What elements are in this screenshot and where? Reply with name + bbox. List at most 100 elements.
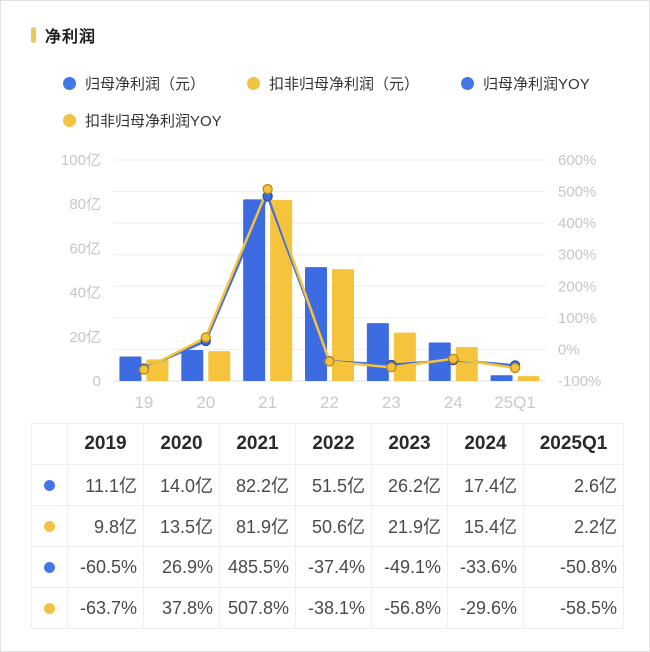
table-cell: -63.7%: [67, 587, 144, 629]
table-header-marker-cell: [31, 423, 68, 465]
legend-dot-icon: [247, 77, 261, 90]
chart-legend-row-1: 归母净利润（元） 扣非归母净利润（元） 归母净利润YOY: [63, 73, 649, 94]
table-header-cell: 2022: [295, 423, 372, 465]
legend-label: 扣非归母净利润YOY: [85, 113, 222, 130]
chart-legend-row-2: 扣非归母净利润YOY: [63, 110, 649, 131]
table-cell: 50.6亿: [295, 505, 372, 547]
y-axis-left-label: 0: [93, 373, 101, 390]
row-marker-cell: [31, 505, 68, 547]
table-cell: 485.5%: [219, 546, 296, 588]
row-marker-dot-icon: [44, 562, 55, 574]
y-axis-right-label: 300%: [558, 247, 596, 264]
deducted-net-profit-yoy-point: [386, 362, 397, 373]
table-cell: 2.2亿: [523, 505, 624, 547]
row-marker-cell: [31, 546, 68, 588]
x-axis-label: 23: [382, 393, 401, 412]
deducted-net-profit-yoy-point: [262, 183, 273, 195]
table-cell: 9.8亿: [67, 505, 144, 547]
table-cell: -50.8%: [523, 546, 624, 588]
y-axis-right-label: 100%: [558, 310, 596, 327]
net-profit-bar: [181, 350, 204, 381]
table-header-cell: 2021: [219, 423, 296, 465]
table-cell: 17.4亿: [447, 464, 524, 506]
table-cell: 81.9亿: [219, 505, 296, 547]
legend-item[interactable]: 扣非归母净利润YOY: [63, 110, 222, 131]
table-cell: -37.4%: [295, 546, 372, 588]
table-cell: 37.8%: [143, 587, 220, 629]
deducted-net-profit-bar: [332, 269, 354, 381]
x-axis-label: 21: [258, 393, 277, 412]
deducted-net-profit-bar: [208, 351, 231, 381]
deducted-net-profit-yoy-point: [324, 356, 335, 367]
table-cell: 13.5亿: [143, 505, 220, 547]
row-marker-cell: [31, 587, 68, 629]
deducted-net-profit-bar: [393, 332, 416, 381]
table-cell: 51.5亿: [295, 464, 372, 506]
deducted-net-profit-yoy-point: [509, 362, 521, 374]
legend-item[interactable]: 归母净利润YOY: [461, 73, 590, 94]
table-cell: 82.2亿: [219, 464, 296, 506]
y-axis-right-label: 600%: [558, 152, 596, 169]
table-header-row: 2019 2020 2021 2022 2023 2024 2025Q1: [31, 423, 624, 465]
x-axis-label: 20: [196, 393, 215, 412]
profit-chart: 100亿80亿60亿40亿20亿0600%500%400%300%200%100…: [61, 152, 601, 412]
table-cell: 26.9%: [143, 546, 220, 588]
table-cell: 507.8%: [219, 587, 296, 629]
legend-dot-icon: [461, 77, 475, 90]
deducted-net-profit-yoy-point: [448, 353, 459, 364]
net-profit-bar: [366, 323, 389, 381]
row-marker-cell: [31, 464, 68, 506]
legend-label: 扣非归母净利润（元）: [269, 76, 420, 93]
table-cell: 21.9亿: [371, 505, 448, 547]
legend-dot-icon: [63, 114, 76, 127]
y-axis-right-label: 400%: [558, 215, 596, 232]
y-axis-left-label: 100亿: [61, 152, 101, 169]
table-cell: -49.1%: [371, 546, 448, 588]
row-marker-dot-icon: [44, 521, 55, 533]
y-axis-left-label: 80亿: [69, 196, 101, 213]
legend-dot-icon: [63, 77, 76, 90]
table-cell: 2.6亿: [523, 464, 624, 506]
y-axis-left-label: 20亿: [69, 329, 101, 346]
row-marker-dot-icon: [44, 603, 55, 615]
table-cell: -58.5%: [523, 587, 624, 629]
table-row: -63.7% 37.8% 507.8% -38.1% -56.8% -29.6% -58.5…: [31, 587, 624, 629]
net-profit-bar: [243, 199, 266, 381]
table-cell: -60.5%: [67, 546, 144, 588]
y-axis-left-label: 40亿: [69, 285, 101, 302]
deducted-net-profit-yoy-point: [200, 332, 211, 343]
table-cell: -29.6%: [447, 587, 524, 629]
x-axis-label: 25Q1: [494, 393, 536, 412]
row-marker-dot-icon: [44, 480, 55, 492]
table-row: -60.5% 26.9% 485.5% -37.4% -49.1% -33.6% -50.8…: [31, 546, 624, 588]
table-cell: 26.2亿: [371, 464, 448, 506]
table-row: 11.1亿 14.0亿 82.2亿 51.5亿 26.2亿 17.4亿 2.6亿: [31, 464, 624, 506]
legend-item[interactable]: 扣非归母净利润（元）: [247, 73, 419, 94]
table-cell: 11.1亿: [67, 464, 144, 506]
deducted-net-profit-bar: [517, 376, 540, 381]
deducted-net-profit-yoy-point: [138, 364, 150, 375]
x-axis-label: 19: [134, 393, 153, 412]
deducted-net-profit-bar: [455, 346, 478, 381]
legend-item[interactable]: 归母净利润（元）: [63, 73, 205, 94]
table-cell: 14.0亿: [143, 464, 220, 506]
y-axis-right-label: -100%: [558, 373, 601, 390]
table-header-cell: 2023: [371, 423, 448, 465]
section-accent-bar: [31, 27, 36, 43]
net-profit-bar: [490, 375, 513, 381]
x-axis-label: 22: [320, 393, 339, 412]
y-axis-right-label: 200%: [558, 278, 596, 295]
section-title: 净利润: [45, 29, 97, 46]
table-row: 9.8亿 13.5亿 81.9亿 50.6亿 21.9亿 15.4亿 2.2亿: [31, 505, 624, 547]
legend-label: 归母净利润YOY: [483, 76, 590, 93]
table-header-cell: 2019: [67, 423, 144, 465]
y-axis-right-label: 0%: [558, 341, 580, 358]
legend-label: 归母净利润（元）: [85, 76, 206, 93]
y-axis-left-label: 60亿: [69, 240, 101, 257]
table-cell: 15.4亿: [447, 505, 524, 547]
table-cell: -33.6%: [447, 546, 524, 588]
table-cell: -56.8%: [371, 587, 448, 629]
section-header: 净利润: [31, 23, 649, 47]
x-axis-label: 24: [444, 393, 463, 412]
